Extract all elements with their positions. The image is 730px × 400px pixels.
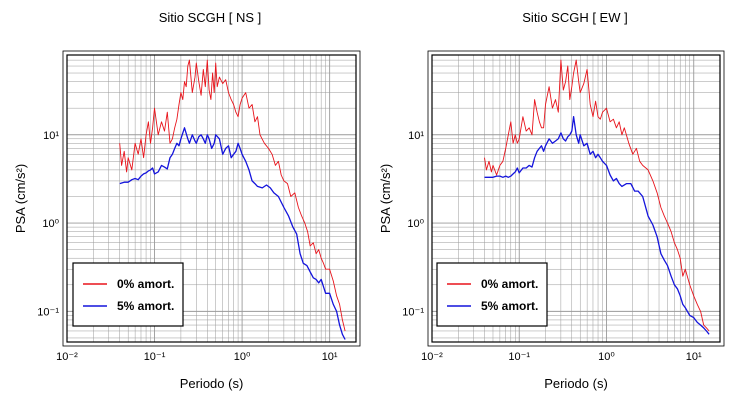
plot-frame-outer <box>62 50 361 347</box>
x-axis-label: Periodo (s) <box>544 376 608 391</box>
y-tick-label: 10⁰ <box>407 218 424 230</box>
y-tick-label: 10⁰ <box>42 218 59 230</box>
y-axis-label: PSA (cm/s²) <box>378 164 393 233</box>
legend-box <box>436 262 548 327</box>
x-tick-label: 10⁻¹ <box>508 351 530 363</box>
chart-panel-2: 10⁻² 10⁻¹ 10⁰ 10¹ 10⁻¹ 10⁰ 10¹ Sitio SCGH [ EW … <box>378 10 725 391</box>
plot-frame-outer <box>427 50 725 347</box>
x-tick-label: 10⁻² <box>56 351 78 363</box>
x-axis-label: Periodo (s) <box>180 376 244 391</box>
chart-title: Sitio SCGH [ EW ] <box>522 10 627 25</box>
legend-box <box>72 262 184 327</box>
legend-label: 0% amort. <box>117 277 174 291</box>
legend-label: 0% amort. <box>481 277 538 291</box>
legend-label: 5% amort. <box>117 299 174 313</box>
legend-label: 5% amort. <box>481 299 538 313</box>
series-line-damping-0 <box>484 59 710 332</box>
legend: 0% amort. 5% amort. <box>72 262 184 327</box>
grid <box>66 54 357 342</box>
x-tick-label: 10⁰ <box>234 351 251 363</box>
chart-title: Sitio SCGH [ NS ] <box>159 10 262 25</box>
x-tick-label: 10¹ <box>322 351 338 363</box>
x-tick-label: 10⁰ <box>598 351 615 363</box>
y-tick-label: 10⁻¹ <box>37 306 59 318</box>
y-tick-label: 10⁻¹ <box>402 306 424 318</box>
series-line-damping-0 <box>119 59 346 332</box>
series-line-damping-5 <box>119 127 346 340</box>
y-tick-label: 10¹ <box>408 130 424 142</box>
x-tick-label: 10¹ <box>686 351 702 363</box>
plot-frame <box>431 54 721 343</box>
plot-frame <box>66 54 357 343</box>
x-tick-label: 10⁻² <box>421 351 443 363</box>
series-line-damping-5 <box>484 116 710 335</box>
x-tick-label: 10⁻¹ <box>144 351 166 363</box>
y-axis-label: PSA (cm/s²) <box>13 164 28 233</box>
chart-panel-1: 10⁻² 10⁻¹ 10⁰ 10¹ 10⁻¹ 10⁰ 10¹ Sitio SCGH [ NS … <box>13 10 361 391</box>
legend: 0% amort. 5% amort. <box>436 262 548 327</box>
y-tick-label: 10¹ <box>43 130 59 142</box>
